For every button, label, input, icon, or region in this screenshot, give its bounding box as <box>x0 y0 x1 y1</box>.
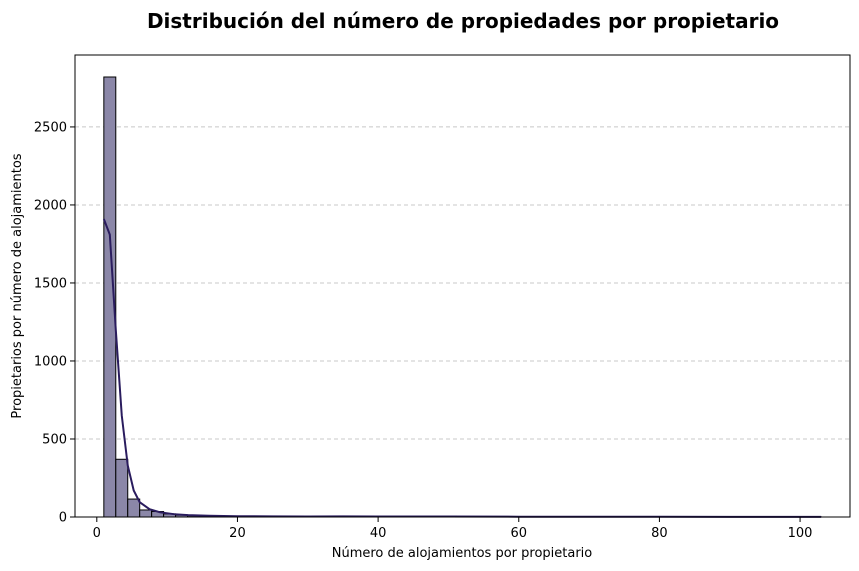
kde-curve <box>102 218 822 518</box>
histogram-bar <box>115 458 129 518</box>
y-axis-label: Propietarios por número de alojamientos <box>10 153 25 418</box>
y-tick-label: 1000 <box>34 354 67 369</box>
x-tick-label: 20 <box>229 526 246 541</box>
x-tick-label: 40 <box>370 526 387 541</box>
y-tick-label: 2000 <box>34 198 67 213</box>
x-tick-label: 80 <box>651 526 668 541</box>
histogram-bar <box>139 509 153 518</box>
chart-title: Distribución del número de propiedades p… <box>147 9 779 33</box>
x-tick-label: 100 <box>788 526 813 541</box>
y-tick-label: 2500 <box>34 120 67 135</box>
y-tick-label: 500 <box>42 432 67 447</box>
y-axis-ticks: 0 500 1000 1500 2000 2500 <box>34 120 75 526</box>
histogram-bar <box>127 498 141 518</box>
y-tick-label: 0 <box>59 511 67 526</box>
plot-frame <box>74 54 851 518</box>
x-tick-label: 60 <box>510 526 527 541</box>
x-axis-ticks: 0 20 40 60 80 100 <box>93 517 813 541</box>
histogram-bars <box>103 76 822 518</box>
y-tick-label: 1500 <box>34 276 67 291</box>
grid-lines <box>75 126 850 440</box>
x-tick-label: 0 <box>93 526 101 541</box>
x-axis-label: Número de alojamientos por propietario <box>332 546 593 561</box>
